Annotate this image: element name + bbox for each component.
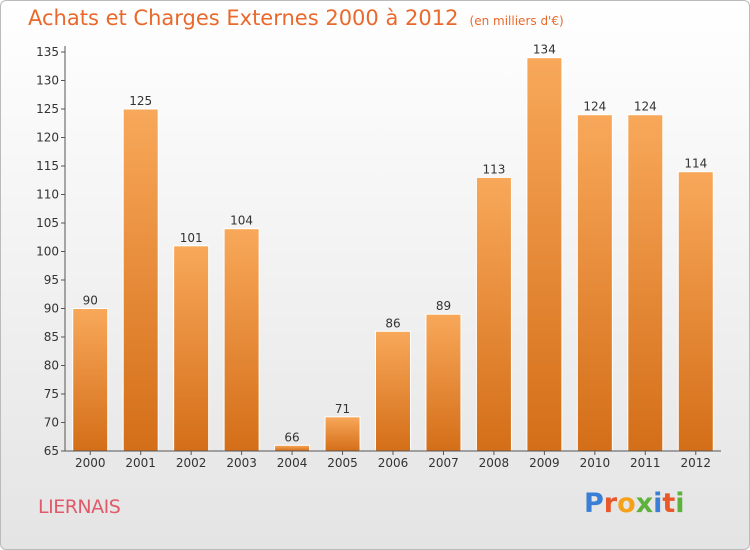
- y-tick-label: 85: [44, 330, 59, 344]
- bar-value-label: 86: [385, 316, 400, 330]
- bar-value-label: 104: [230, 214, 253, 228]
- logo-letter: i: [653, 488, 663, 519]
- bar: [173, 245, 210, 452]
- chart-title: Achats et Charges Externes 2000 à 2012: [28, 6, 459, 30]
- bar: [475, 176, 512, 452]
- bar: [576, 114, 613, 452]
- x-tick-label: 2004: [277, 456, 308, 470]
- chart-subtitle: (en milliers d'€): [469, 14, 564, 28]
- proxiti-logo: Proxiti: [584, 488, 685, 519]
- x-tick-label: 2003: [226, 456, 257, 470]
- bar: [526, 57, 563, 452]
- y-tick-label: 70: [44, 416, 59, 430]
- y-tick-label: 135: [36, 45, 59, 59]
- bar: [223, 228, 260, 452]
- logo-letter: t: [662, 488, 676, 519]
- x-tick-label: 2001: [125, 456, 156, 470]
- x-tick-label: 2012: [680, 456, 711, 470]
- x-tick-label: 2000: [75, 456, 106, 470]
- y-tick-label: 90: [44, 302, 59, 316]
- bar-value-label: 124: [583, 100, 606, 114]
- y-tick-label: 130: [36, 74, 59, 88]
- logo-letter: o: [617, 488, 636, 519]
- town-name: LIERNAIS: [38, 496, 121, 518]
- bar-value-label: 90: [83, 294, 98, 308]
- y-tick-label: 80: [44, 359, 59, 373]
- x-tick-label: 2006: [378, 456, 409, 470]
- y-tick-label: 115: [36, 159, 59, 173]
- x-tick-label: 2002: [176, 456, 207, 470]
- logo-letter: P: [584, 488, 604, 519]
- x-tick-label: 2007: [428, 456, 459, 470]
- x-axis: 2000 2001 2002 2003 2004 2005 2006 2007 2008 2009…: [65, 450, 721, 470]
- bar: [677, 171, 714, 452]
- x-tick-label: 2011: [630, 456, 661, 470]
- y-tick-label: 110: [36, 188, 59, 202]
- y-tick-label: 65: [44, 444, 59, 458]
- bar: [375, 330, 411, 452]
- bar-value-label: 71: [335, 402, 350, 416]
- y-tick-label: 95: [44, 273, 59, 287]
- x-tick-label: 2010: [580, 456, 611, 470]
- y-tick-label: 105: [36, 216, 59, 230]
- bar: [425, 313, 462, 452]
- bar-value-label: 66: [284, 430, 299, 444]
- y-tick-label: 100: [36, 245, 59, 259]
- y-axis: 65 70 75 80 85 90 95 100 105 110 115 120 125 130 135: [36, 45, 66, 458]
- logo-letter: r: [603, 488, 618, 519]
- x-tick-label: 2008: [479, 456, 510, 470]
- bar-value-label: 125: [129, 94, 152, 108]
- bar: [324, 416, 361, 452]
- y-tick-label: 75: [44, 387, 59, 401]
- bar: [627, 114, 664, 452]
- y-tick-label: 125: [36, 102, 59, 116]
- y-tick-label: 120: [36, 131, 59, 145]
- x-tick-label: 2009: [529, 456, 560, 470]
- bars-group: 90 125 101 104 66 71 86 89 113 134 124 124 114: [72, 43, 714, 452]
- bar-value-label: 134: [533, 43, 556, 57]
- bar-value-label: 101: [180, 231, 203, 245]
- bar: [274, 444, 311, 452]
- bar-value-label: 114: [684, 157, 707, 171]
- logo-letter: x: [635, 488, 654, 519]
- bar-value-label: 113: [482, 162, 505, 176]
- chart-title-block: Achats et Charges Externes 2000 à 2012 (…: [28, 6, 564, 30]
- bar: [72, 308, 109, 452]
- bar-value-label: 124: [634, 100, 657, 114]
- bar: [122, 108, 159, 452]
- logo-letter: i: [675, 488, 685, 519]
- bar-value-label: 89: [436, 299, 451, 313]
- x-tick-label: 2005: [327, 456, 358, 470]
